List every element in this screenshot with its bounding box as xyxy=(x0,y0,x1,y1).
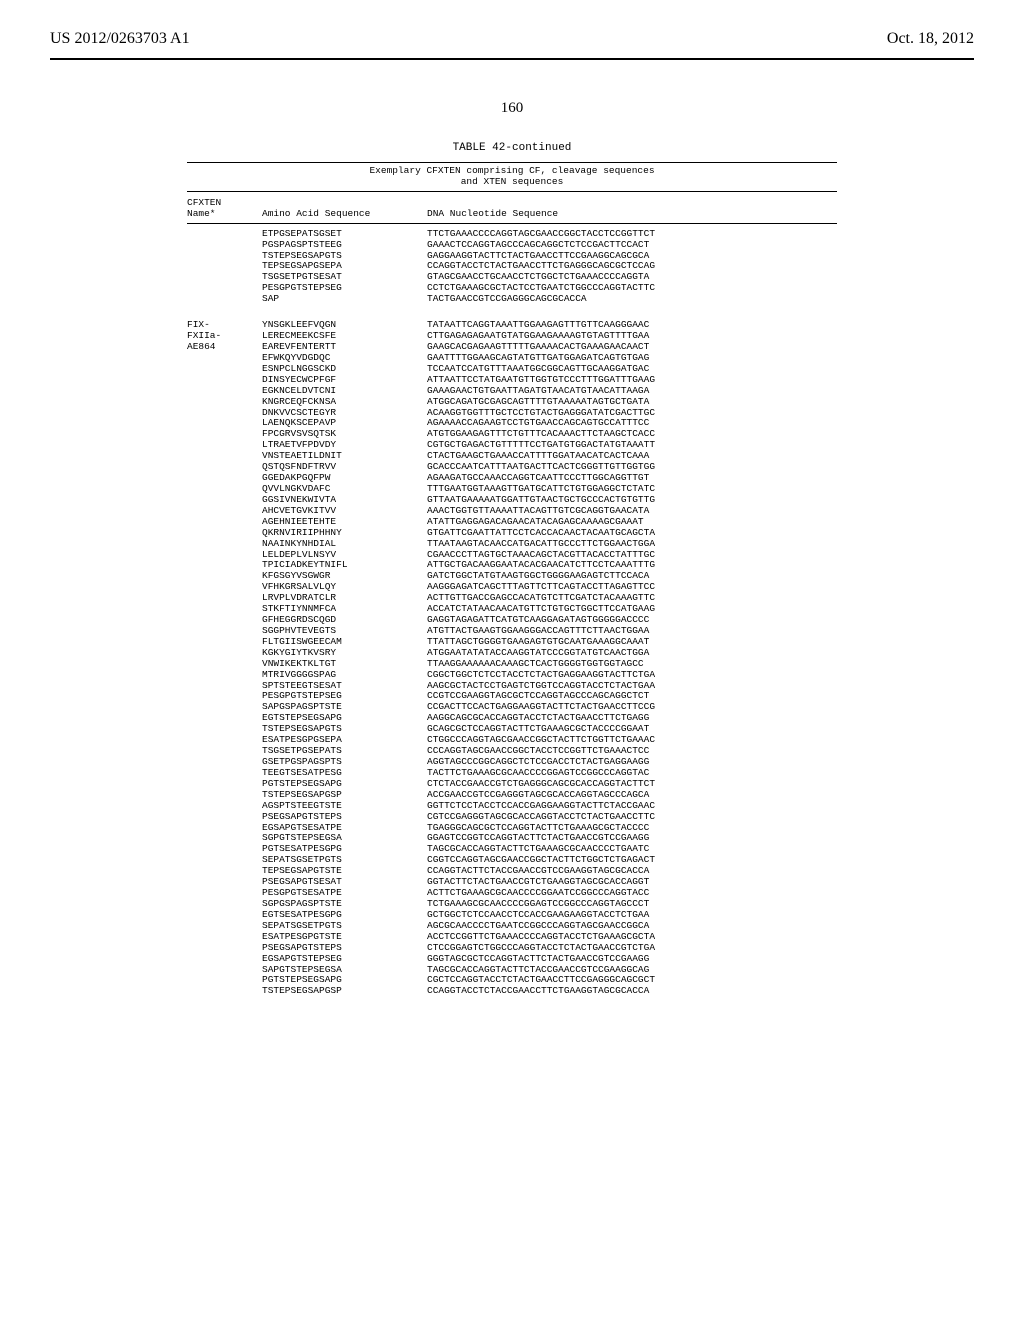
header-divider xyxy=(50,58,974,60)
page-number: 160 xyxy=(0,100,1024,117)
seq-line: KNGRCEQFCKNSA xyxy=(262,397,427,408)
seq-line: GGGTAGCGCTCCAGGTACTTCTACTGAACCGTCCGAAGG xyxy=(427,954,837,965)
col-header-dna: DNA Nucleotide Sequence xyxy=(427,209,837,220)
seq-line: PSEGSAPGTSTEPS xyxy=(262,943,427,954)
cfxten-name-b2: FIX-FXIIa-AE864 xyxy=(187,320,262,997)
seq-line: GAAAGAACTGTGAATTAGATGTAACATGTAACATTAAGA xyxy=(427,386,837,397)
seq-line: EGKNCELDVTCNI xyxy=(262,386,427,397)
table-subtitle-2: and XTEN sequences xyxy=(187,177,837,188)
seq-line: TTAATAAGTACAACCATGACATTGCCCTTCTGGAACTGGA xyxy=(427,539,837,550)
seq-line: CGGCTGGCTCTCCTACCTCTACTGAGGAAGGTACTTCTGA xyxy=(427,670,837,681)
data-block-1: ETPGSEPATSGSETPGSPAGSPTSTEEGTSTEPSEGSAPG… xyxy=(187,229,837,305)
seq-line: CGTCCGAGGGTAGCGCACCAGGTACCTCTACTGAACCTTC xyxy=(427,812,837,823)
col-header-name2: Name* xyxy=(187,209,262,220)
seq-line: AGSPTSTEEGTSTE xyxy=(262,801,427,812)
seq-line: ETPGSEPATSGSET xyxy=(262,229,427,240)
seq-line: VNWIKEKTKLTGT xyxy=(262,659,427,670)
sequence-table: Exemplary CFXTEN comprising CF, cleavage… xyxy=(187,162,837,997)
aa-sequence-b2: YNSGKLEEFVQGNLERECMEEKCSFEEAREVFENTERTTE… xyxy=(262,320,427,997)
seq-line: TTCTGAAACCCCAGGTAGCGAACCGGCTACCTCCGGTTCT xyxy=(427,229,837,240)
col-header-seq: Amino Acid Sequence xyxy=(262,209,427,220)
seq-line: CCAGGTACCTCTACCGAACCTTCTGAAGGTAGCGCACCA xyxy=(427,986,837,997)
column-headers: CFXTEN Name* Amino Acid Sequence DNA Nuc… xyxy=(187,192,837,224)
seq-line: PESGPGTSTEPSEG xyxy=(262,283,427,294)
seq-line: PSEGSAPGTSTEPS xyxy=(262,812,427,823)
seq-line: QKRNVIRIIPHHNY xyxy=(262,528,427,539)
seq-line: TACTGAACCGTCCGAGGGCAGCGCACCA xyxy=(427,294,837,305)
aa-sequence-b1: ETPGSEPATSGSETPGSPAGSPTSTEEGTSTEPSEGSAPG… xyxy=(262,229,427,305)
data-block-2: FIX-FXIIa-AE864 YNSGKLEEFVQGNLERECMEEKCS… xyxy=(187,320,837,997)
seq-line: GGTTCTCCTACCTCCACCGAGGAAGGTACTTCTACCGAAC xyxy=(427,801,837,812)
dna-sequence-b2: TATAATTCAGGTAAATTGGAAGAGTTTGTTCAAGGGAACC… xyxy=(427,320,837,997)
seq-line: GAAACTCCAGGTAGCCCAGCAGGCTCTCCGACTTCCACT xyxy=(427,240,837,251)
seq-line: TTAAGGAAAAAACAAAGCTCACTGGGGTGGTGGTAGCC xyxy=(427,659,837,670)
table-title: TABLE 42-continued xyxy=(0,142,1024,154)
pub-date: Oct. 18, 2012 xyxy=(887,30,974,48)
seq-line: EGSAPGTSTEPSEG xyxy=(262,954,427,965)
seq-line: PGSPAGSPTSTEEG xyxy=(262,240,427,251)
name-line: AE864 xyxy=(187,342,262,353)
seq-line: MTRIVGGGGSPAG xyxy=(262,670,427,681)
seq-line: GTGATTCGAATTATTCCTCACCACAACTACAATGCAGCTA xyxy=(427,528,837,539)
dna-sequence-b1: TTCTGAAACCCCAGGTAGCGAACCGGCTACCTCCGGTTCT… xyxy=(427,229,837,305)
seq-line: NAAINKYNHDIAL xyxy=(262,539,427,550)
pub-number: US 2012/0263703 A1 xyxy=(50,30,190,48)
seq-line: TSTEPSEGSAPGSP xyxy=(262,986,427,997)
seq-line: ATGGCAGATGCGAGCAGTTTTGTAAAAATAGTGCTGATA xyxy=(427,397,837,408)
seq-line: CTCCGGAGTCTGGCCCAGGTACCTCTACTGAACCGTCTGA xyxy=(427,943,837,954)
seq-line: SAP xyxy=(262,294,427,305)
